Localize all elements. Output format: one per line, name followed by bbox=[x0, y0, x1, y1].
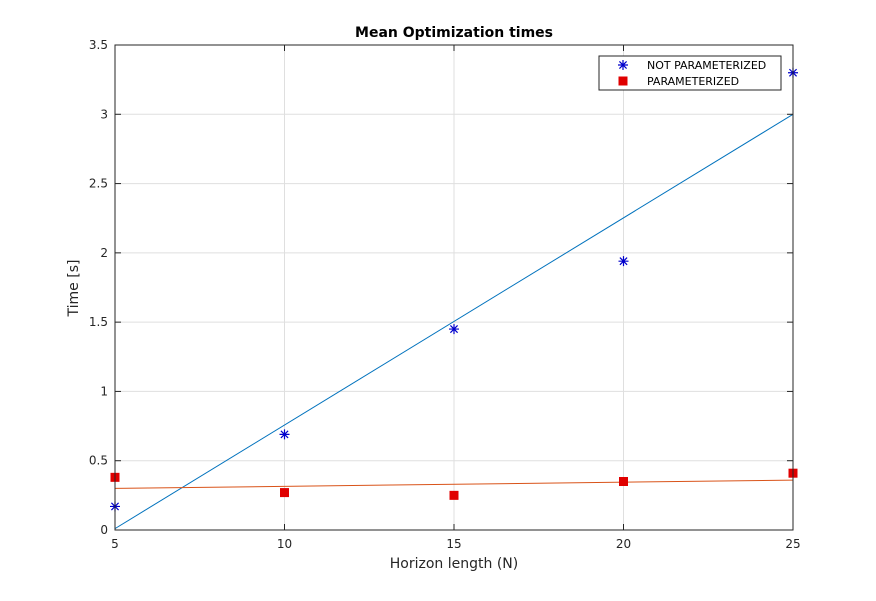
legend-marker-not-parameterized bbox=[618, 60, 628, 70]
y-tick-label: 1 bbox=[100, 384, 108, 398]
data-point-parameterized bbox=[449, 490, 459, 500]
y-tick-label: 0.5 bbox=[89, 454, 108, 468]
y-tick-label: 3 bbox=[100, 107, 108, 121]
y-axis-label: Time [s] bbox=[66, 260, 82, 318]
legend-label-parameterized: PARAMETERIZED bbox=[647, 75, 739, 88]
x-tick-label: 5 bbox=[111, 537, 119, 551]
fit-line-not-parameterized bbox=[114, 113, 794, 530]
x-tick-label: 20 bbox=[616, 537, 631, 551]
data-point-parameterized bbox=[280, 488, 289, 498]
data-point-not-parameterized bbox=[279, 429, 290, 440]
fit-line-parameterized bbox=[114, 479, 794, 489]
y-tick-label: 1.5 bbox=[89, 315, 108, 329]
data-point-not-parameterized bbox=[449, 324, 459, 335]
y-tick-label: 0 bbox=[100, 523, 108, 537]
legend-label-not-parameterized: NOT PARAMETERIZED bbox=[647, 59, 766, 72]
x-tick-label: 10 bbox=[277, 537, 292, 551]
x-axis-label: Horizon length (N) bbox=[390, 556, 518, 572]
legend-box bbox=[598, 55, 782, 91]
y-tick-label: 3.5 bbox=[89, 38, 108, 52]
fit-lines bbox=[114, 113, 794, 530]
chart-title: Mean Optimization times bbox=[355, 25, 553, 41]
x-tick-label: 15 bbox=[446, 537, 461, 551]
y-tick-label: 2.5 bbox=[89, 177, 108, 191]
legend-marker-parameterized bbox=[618, 76, 628, 86]
legend: NOT PARAMETERIZED PARAMETERIZED bbox=[598, 55, 782, 91]
data-point-parameterized bbox=[619, 477, 628, 486]
data-point-not-parameterized bbox=[618, 256, 629, 267]
x-tick-label: 25 bbox=[785, 537, 800, 551]
axis-ticks: 5 10 15 20 25 0 0.5 1 1.5 2 2.5 3 3.5 bbox=[89, 38, 801, 551]
y-tick-label: 2 bbox=[100, 246, 108, 260]
